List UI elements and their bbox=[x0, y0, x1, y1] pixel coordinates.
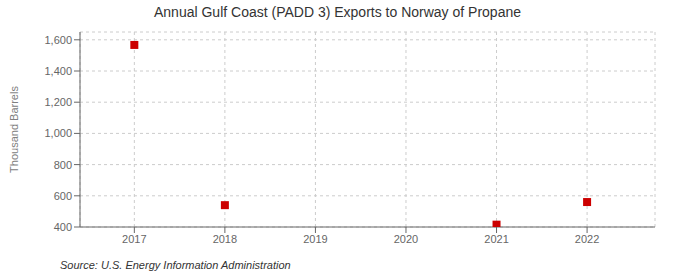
svg-text:2019: 2019 bbox=[303, 233, 327, 245]
svg-text:1,000: 1,000 bbox=[44, 127, 72, 139]
svg-text:1,400: 1,400 bbox=[44, 65, 72, 77]
svg-text:600: 600 bbox=[54, 190, 72, 202]
svg-text:Thousand Barrels: Thousand Barrels bbox=[8, 86, 20, 173]
svg-text:2018: 2018 bbox=[213, 233, 237, 245]
svg-text:2022: 2022 bbox=[575, 233, 599, 245]
svg-text:800: 800 bbox=[54, 159, 72, 171]
html-text:Source: U.S. Energy Informatio: Source: U.S. Energy Information Administ… bbox=[60, 259, 291, 271]
svg-text:2021: 2021 bbox=[484, 233, 508, 245]
svg-text:2020: 2020 bbox=[394, 233, 418, 245]
svg-text:400: 400 bbox=[54, 221, 72, 233]
svg-text:1,200: 1,200 bbox=[44, 96, 72, 108]
svg-text:2017: 2017 bbox=[122, 233, 146, 245]
html-text:Annual Gulf Coast (PADD 3) Exp: Annual Gulf Coast (PADD 3) Exports to No… bbox=[154, 4, 521, 20]
svg-text:1,600: 1,600 bbox=[44, 34, 72, 46]
